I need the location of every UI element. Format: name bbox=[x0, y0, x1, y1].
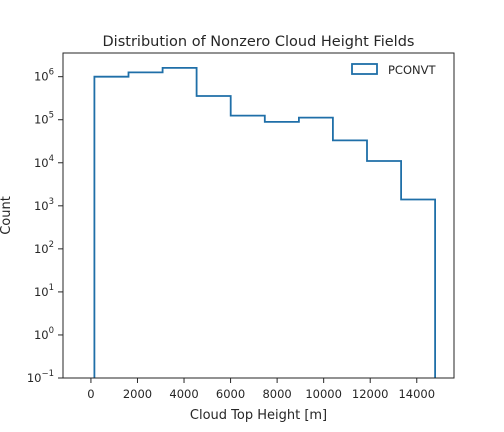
legend: PCONVT bbox=[351, 63, 436, 77]
y-axis: 10−1 100 101 102 103 104 105 106 bbox=[27, 68, 63, 385]
y-tick-label: 101 bbox=[34, 283, 54, 299]
plot-area bbox=[93, 67, 436, 378]
x-axis: 0 2000 4000 6000 8000 10000 12000 14000 bbox=[87, 378, 435, 401]
y-tick-label: 103 bbox=[34, 197, 54, 213]
x-tick-label: 8000 bbox=[262, 387, 291, 401]
axes-frame bbox=[62, 52, 455, 379]
legend-swatch-pconvt bbox=[351, 63, 378, 75]
x-tick-label: 14000 bbox=[398, 387, 435, 401]
y-tick-label: 104 bbox=[34, 154, 54, 170]
x-tick-label: 6000 bbox=[216, 387, 245, 401]
histogram-step-outline-pconvt bbox=[93, 67, 436, 378]
y-tick-label: 100 bbox=[34, 326, 54, 342]
y-tick-label: 105 bbox=[34, 111, 54, 127]
y-tick-label: 10−1 bbox=[27, 369, 54, 385]
y-tick-label: 102 bbox=[34, 240, 54, 256]
chart-title: Distribution of Nonzero Cloud Height Fie… bbox=[103, 34, 415, 50]
y-tick-label: 106 bbox=[34, 68, 54, 84]
x-tick-label: 0 bbox=[87, 387, 94, 401]
x-tick-label: 2000 bbox=[123, 387, 152, 401]
x-tick-label: 12000 bbox=[352, 387, 389, 401]
x-axis-label: Cloud Top Height [m] bbox=[190, 408, 327, 423]
x-tick-label: 10000 bbox=[305, 387, 342, 401]
x-tick-label: 4000 bbox=[169, 387, 198, 401]
legend-label-pconvt: PCONVT bbox=[388, 63, 436, 77]
y-axis-label: Count bbox=[0, 196, 14, 235]
